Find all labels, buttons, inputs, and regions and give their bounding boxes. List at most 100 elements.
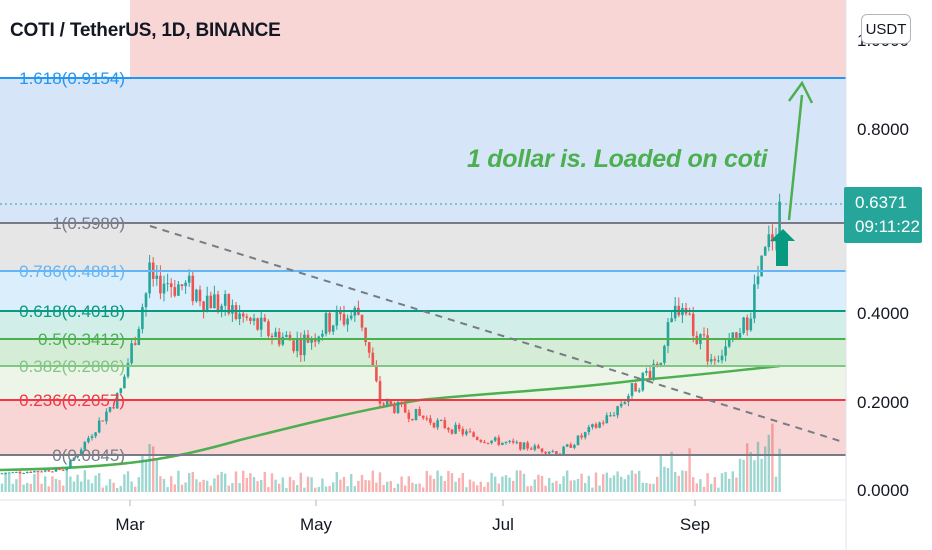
candle-body	[288, 334, 292, 341]
price-tick-label: 0.2000	[857, 393, 909, 412]
time-tick-label: Mar	[115, 515, 145, 534]
candle-body	[486, 442, 490, 444]
candle-body	[547, 451, 551, 454]
candle-body	[497, 437, 501, 445]
candle-body	[771, 234, 774, 242]
volume-bar	[479, 481, 482, 492]
candle-body	[443, 420, 447, 429]
volume-bar	[216, 474, 220, 492]
volume-bar	[400, 476, 403, 492]
volume-bar	[126, 471, 130, 492]
volume-bar	[299, 472, 302, 492]
candle-body	[465, 431, 468, 435]
candle-body	[612, 415, 616, 417]
candle-body	[760, 255, 763, 277]
candle-body	[414, 408, 418, 421]
volume-bar	[292, 480, 295, 492]
volume-bar	[735, 477, 738, 492]
volume-bar	[371, 470, 374, 492]
candle-body	[447, 428, 450, 430]
volume-bar	[764, 446, 767, 492]
candle-body	[303, 334, 306, 356]
candle-body	[331, 325, 335, 332]
candle-body	[450, 429, 454, 434]
candle-body	[231, 305, 234, 314]
volume-bar	[173, 484, 176, 492]
volume-bar	[587, 475, 590, 492]
candle-body	[76, 454, 79, 458]
candle-body	[18, 471, 22, 474]
volume-bar	[594, 472, 598, 492]
candle-body	[61, 469, 65, 471]
candle-body	[515, 442, 519, 444]
candle-body	[119, 388, 123, 393]
volume-bar	[645, 482, 648, 492]
candle-body	[382, 403, 385, 405]
zone-1.618	[0, 78, 846, 223]
volume-bar	[605, 472, 608, 492]
volume-bar	[94, 475, 97, 492]
volume-bar	[450, 473, 454, 492]
volume-bar	[774, 476, 778, 492]
bar-countdown: 09:11:22	[855, 217, 920, 236]
volume-bar	[184, 482, 187, 492]
volume-bar	[29, 483, 32, 492]
candle-body	[177, 284, 180, 296]
candle-body	[11, 472, 15, 474]
volume-bar	[468, 479, 472, 492]
candle-body	[238, 313, 241, 320]
volume-bar	[274, 479, 277, 492]
volume-bar	[738, 458, 742, 492]
candle-body	[666, 322, 670, 346]
candle-body	[292, 340, 295, 352]
chart-annotation: 1 dollar is. Loaded on coti	[467, 145, 768, 173]
candle-body	[162, 283, 166, 294]
candle-body	[155, 275, 159, 279]
candle-body	[411, 418, 414, 421]
candle-body	[123, 376, 126, 389]
candle-body	[43, 470, 47, 472]
candle-body	[97, 420, 101, 433]
volume-bar	[303, 487, 306, 492]
volume-bar	[18, 470, 22, 492]
price-tick-label: 0.4000	[857, 304, 909, 323]
volume-bar	[501, 476, 504, 492]
currency-button[interactable]: USDT	[861, 14, 911, 44]
volume-bar	[576, 478, 580, 492]
candle-body	[313, 338, 317, 342]
volume-bar	[771, 423, 774, 492]
volume-bar	[360, 474, 364, 492]
candle-body	[133, 343, 137, 345]
volume-bar	[108, 479, 112, 492]
time-tick-label: Jul	[492, 515, 514, 534]
candle-body	[259, 317, 263, 330]
volume-bar	[465, 487, 468, 492]
volume-bar	[483, 486, 486, 492]
candle-body	[191, 275, 195, 302]
volume-bar	[569, 480, 572, 492]
zone-0.786	[0, 271, 846, 311]
volume-bar	[760, 458, 763, 492]
volume-bar	[44, 476, 47, 492]
volume-bar	[11, 483, 14, 492]
volume-bar	[627, 474, 630, 492]
volume-bar	[180, 484, 184, 492]
candle-body	[742, 317, 745, 334]
volume-bar	[458, 477, 461, 492]
volume-bar	[749, 452, 752, 492]
volume-bar	[137, 477, 140, 492]
volume-bar	[26, 482, 29, 492]
volume-bar	[767, 434, 770, 492]
candle-body	[25, 471, 29, 474]
volume-bar	[285, 487, 288, 492]
candle-body	[501, 442, 504, 445]
candle-body	[295, 338, 299, 352]
candle-body	[36, 471, 40, 473]
candle-body	[565, 444, 569, 447]
candle-body	[29, 471, 33, 473]
volume-bar	[522, 473, 526, 492]
candle-body	[195, 289, 198, 302]
candle-body	[461, 429, 465, 435]
